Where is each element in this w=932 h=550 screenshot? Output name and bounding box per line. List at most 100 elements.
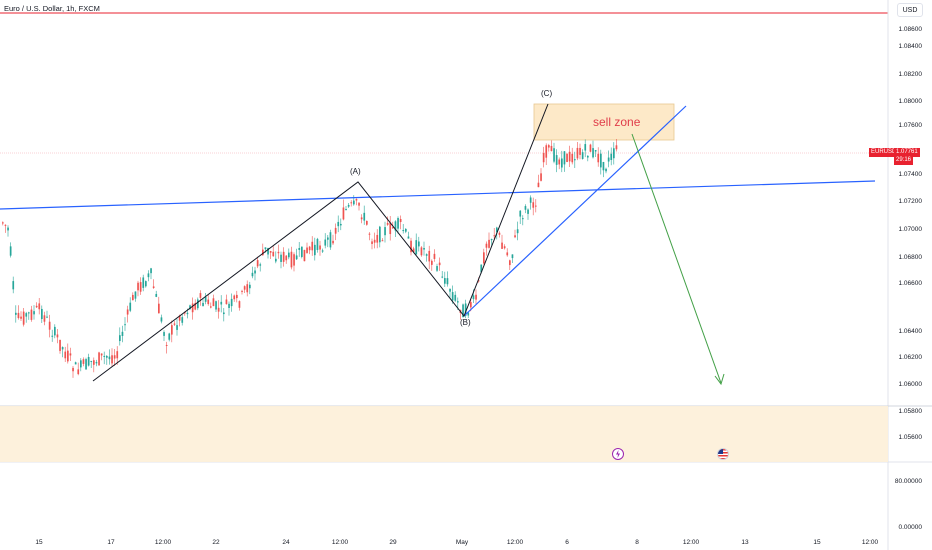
candle-body [38, 303, 41, 310]
candle-body [483, 252, 485, 264]
date-axis-label: 15 [35, 539, 43, 546]
candle-body [163, 332, 165, 336]
price-axis-label: 1.06400 [898, 328, 923, 335]
candle-body [381, 240, 384, 242]
rising-trendline[interactable] [463, 105, 687, 317]
candle-body [545, 145, 548, 158]
candle-body [524, 206, 527, 210]
wave-a-label: (A) [350, 167, 361, 176]
candle-body [111, 355, 113, 364]
candle-body [74, 362, 77, 365]
candle-body [272, 251, 275, 257]
candle-body [493, 235, 496, 237]
candle-body [2, 222, 4, 224]
date-axis-label: 12:00 [682, 539, 700, 546]
price-axis-label: 1.08600 [898, 26, 923, 33]
candle-body [360, 217, 363, 220]
candle-body [189, 305, 191, 309]
candle-body [428, 250, 431, 262]
sell-zone-label: sell zone [593, 115, 641, 129]
candle-body [568, 151, 571, 162]
support-zone[interactable] [0, 406, 888, 462]
candle-body [17, 312, 20, 319]
candle-body [186, 312, 189, 315]
candle-body [451, 292, 454, 301]
candle-body [311, 241, 314, 251]
candle-body [137, 282, 139, 291]
candle-body [56, 334, 59, 338]
candle-body [256, 260, 259, 267]
date-axis-label: 17 [107, 539, 115, 546]
candle-body [366, 220, 368, 225]
candle-body [394, 221, 397, 231]
candle-body [106, 355, 108, 358]
candle-body [496, 227, 498, 233]
candle-body [301, 246, 303, 257]
candle-body [119, 335, 121, 342]
symbol-title[interactable]: Euro / U.S. Dollar, 1h, FXCM [4, 4, 100, 13]
candle-body [238, 301, 241, 308]
candle-body [306, 247, 308, 253]
candle-body [457, 301, 459, 303]
date-axis-label: 6 [565, 539, 569, 546]
candle-body [243, 286, 246, 290]
candle-body [438, 262, 441, 266]
price-axis-label: 1.06600 [898, 280, 923, 287]
price-axis-label: 1.05600 [898, 434, 923, 441]
candle-body [472, 295, 475, 300]
candle-body [376, 234, 379, 243]
candle-body [280, 254, 282, 262]
candle-body [121, 331, 124, 336]
candle-body [358, 202, 360, 206]
candle-body [488, 239, 490, 248]
candle-body [542, 153, 545, 163]
projection-arrow[interactable] [631, 133, 722, 384]
candle-body [449, 288, 451, 292]
candle-body [303, 249, 306, 262]
candle-body [405, 228, 407, 232]
candle-body [298, 248, 301, 250]
candle-body [225, 299, 228, 305]
candle-body [199, 293, 202, 298]
candle-body [220, 301, 223, 305]
candlestick-series [2, 138, 618, 378]
candle-body [249, 284, 251, 289]
candle-body [150, 268, 152, 274]
candle-body [485, 243, 488, 248]
candle-body [574, 159, 576, 161]
currency-button[interactable]: USD [897, 3, 923, 17]
candle-body [72, 367, 74, 372]
candle-body [132, 294, 134, 301]
resistance-trendline[interactable] [0, 180, 876, 210]
candle-body [139, 282, 142, 292]
candle-body [516, 229, 519, 234]
candle-body [334, 227, 337, 234]
candle-body [87, 356, 90, 366]
candle-body [607, 157, 610, 162]
date-axis-label: 29 [389, 539, 397, 546]
wave-b-label: (B) [460, 318, 471, 327]
sell-zone-box[interactable] [533, 103, 675, 141]
candle-body [506, 252, 509, 256]
candle-body [464, 303, 467, 316]
candle-body [25, 313, 28, 317]
candle-body [594, 150, 597, 152]
lightning-icon[interactable] [612, 448, 624, 460]
candle-body [254, 270, 256, 274]
candle-body [269, 251, 272, 253]
candle-body [295, 255, 298, 260]
candle-body [217, 307, 220, 312]
us-flag-icon[interactable] [717, 448, 729, 460]
elliott-wave-lines[interactable] [92, 103, 549, 382]
candle-body [527, 209, 529, 214]
candle-body [152, 286, 155, 288]
price-axis-label: 1.05800 [898, 408, 923, 415]
candle-body [345, 208, 347, 210]
candle-body [277, 251, 280, 254]
candle-body [67, 350, 69, 362]
candle-body [615, 145, 618, 150]
candle-body [555, 155, 558, 165]
candle-body [503, 246, 506, 249]
